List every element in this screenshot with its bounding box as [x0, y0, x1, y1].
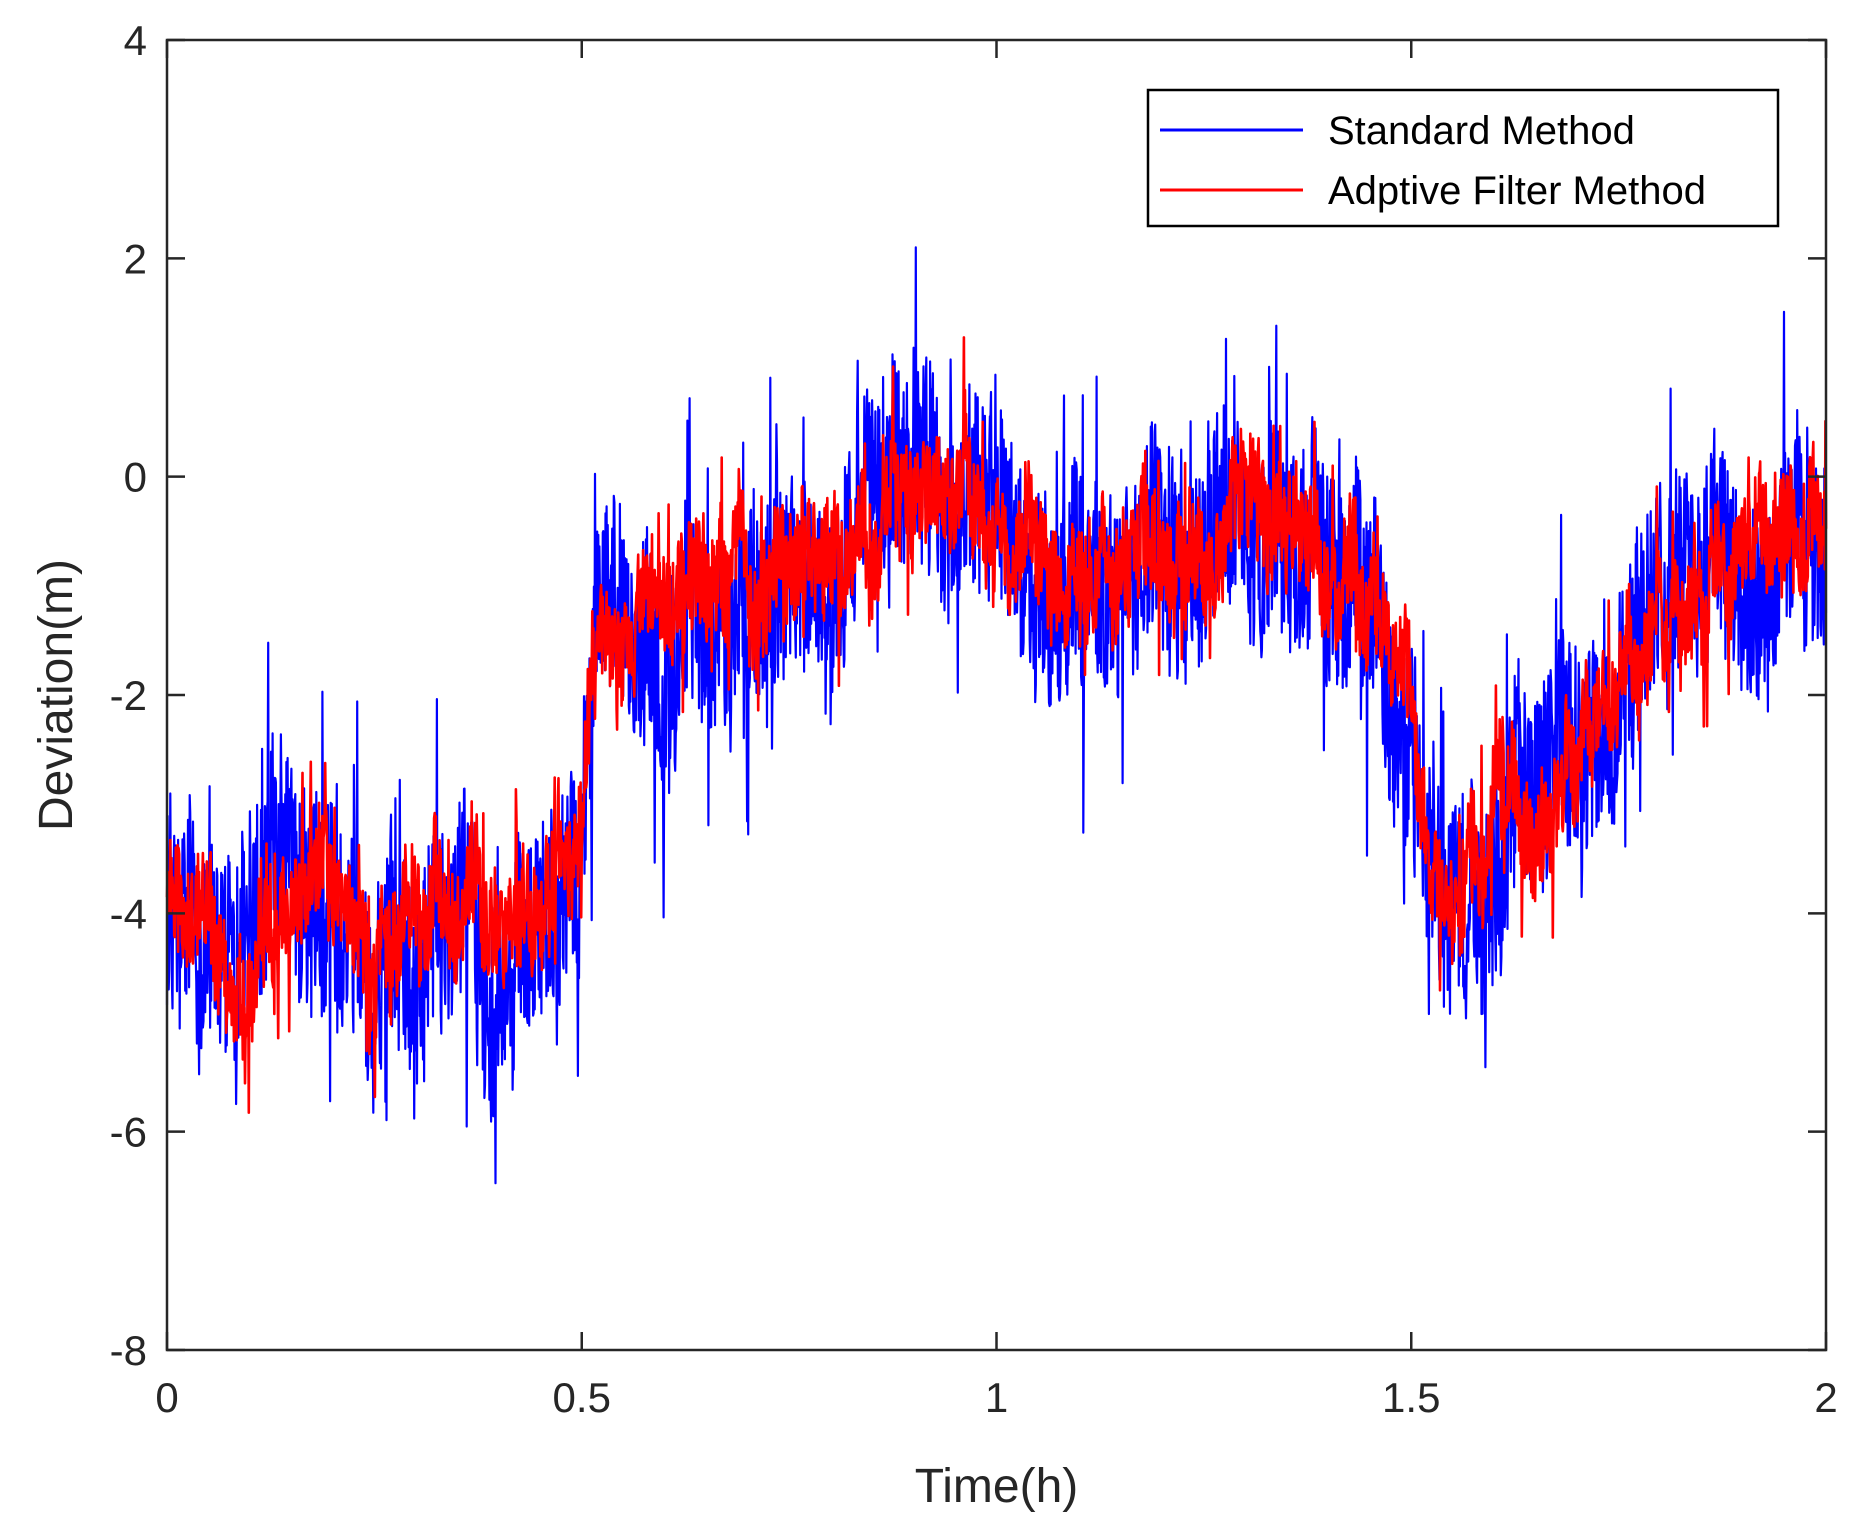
legend-label-adaptive: Adptive Filter Method — [1328, 169, 1706, 213]
y-tick-label: 4 — [124, 17, 147, 64]
x-axis-ticks: 0 0.5 1 1.5 2 — [155, 40, 1838, 1421]
series-layer — [165, 246, 1828, 1185]
legend: Standard Method Adptive Filter Method — [1146, 88, 1780, 228]
y-tick-label: 0 — [124, 454, 147, 501]
x-tick-label: 0 — [155, 1374, 178, 1421]
y-tick-label: -8 — [110, 1327, 147, 1374]
y-tick-label: -4 — [110, 890, 147, 937]
x-tick-label: 0.5 — [553, 1374, 611, 1421]
x-tick-label: 1.5 — [1382, 1374, 1440, 1421]
y-tick-label: 2 — [124, 235, 147, 282]
y-axis-label: Deviation(m) — [30, 559, 83, 831]
legend-label-standard: Standard Method — [1328, 109, 1635, 153]
x-axis-label: Time(h) — [915, 1460, 1079, 1513]
y-tick-label: -2 — [110, 672, 147, 719]
x-tick-label: 1 — [985, 1374, 1008, 1421]
y-axis-ticks: -8 -6 -4 -2 0 2 4 — [110, 17, 1826, 1374]
y-tick-label: -6 — [110, 1109, 147, 1156]
x-tick-label: 2 — [1814, 1374, 1837, 1421]
legend-box — [1146, 88, 1780, 228]
series-line-adaptive-filter-method — [165, 336, 1828, 1114]
